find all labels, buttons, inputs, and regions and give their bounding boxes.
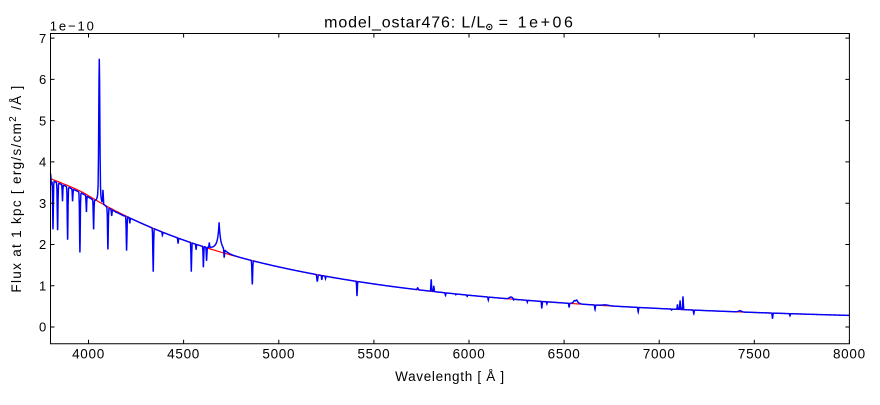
svg-text:4500: 4500: [167, 346, 200, 361]
svg-text:1: 1: [39, 278, 46, 293]
svg-text:= 1e+06: = 1e+06: [499, 14, 576, 31]
svg-text:4000: 4000: [72, 346, 105, 361]
svg-text:2: 2: [39, 237, 46, 252]
svg-text:Wavelength [ Å ]: Wavelength [ Å ]: [395, 369, 505, 384]
svg-text:7000: 7000: [643, 346, 676, 361]
svg-text:4: 4: [39, 155, 46, 170]
svg-text:5: 5: [39, 113, 46, 128]
svg-text:7500: 7500: [738, 346, 771, 361]
svg-text:0: 0: [39, 320, 46, 335]
svg-text:6: 6: [39, 72, 46, 87]
svg-text:5000: 5000: [262, 346, 295, 361]
svg-text:5500: 5500: [357, 346, 390, 361]
svg-text:6000: 6000: [453, 346, 486, 361]
svg-text:model_ostar476: L/L: model_ostar476: L/L: [324, 14, 486, 31]
svg-text:Flux at 1 kpc [ erg/s/cm2 /Å ]: Flux at 1 kpc [ erg/s/cm2 /Å ]: [8, 84, 24, 292]
svg-text:6500: 6500: [548, 346, 581, 361]
svg-text:1e−10: 1e−10: [50, 18, 96, 33]
svg-text:8000: 8000: [833, 346, 866, 361]
svg-text:7: 7: [39, 31, 46, 46]
svg-text:3: 3: [39, 196, 46, 211]
